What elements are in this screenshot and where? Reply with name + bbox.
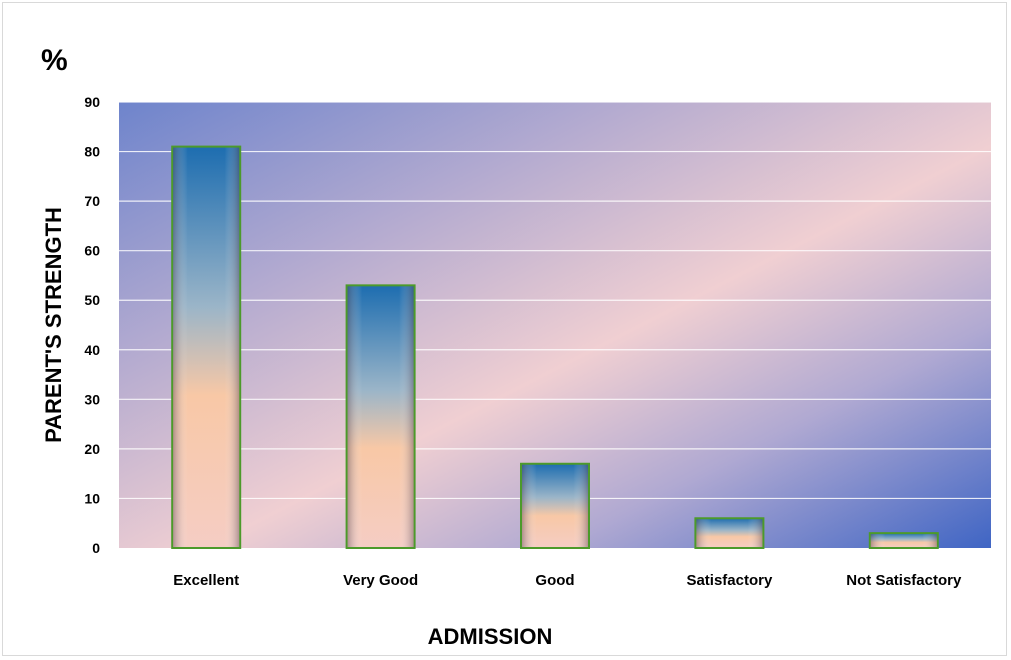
y-tick-label: 90 [84, 94, 100, 110]
x-axis-title: ADMISSION [428, 624, 553, 649]
x-tick-label: Satisfactory [686, 572, 773, 589]
y-tick-label: 80 [84, 144, 100, 160]
y-tick-label: 50 [84, 292, 100, 308]
y-tick-label: 10 [84, 490, 100, 506]
y-tick-label: 70 [84, 193, 100, 209]
bar-shade [173, 147, 240, 547]
gridlines [119, 101, 991, 500]
y-axis-ticks: 0 10 20 30 40 50 60 70 80 90 [84, 94, 100, 556]
y-tick-label: 60 [84, 243, 100, 259]
bar-shade [522, 464, 588, 547]
y-tick-label: 0 [92, 540, 100, 556]
bar-shade [696, 519, 763, 547]
x-tick-label: Not Satisfactory [846, 572, 962, 589]
unit-label: % [41, 44, 68, 77]
bar-chart: % 0 10 20 30 40 50 60 70 80 90 Excellent Very Good… [41, 44, 991, 649]
bar-shade [347, 286, 414, 547]
y-tick-label: 20 [84, 441, 100, 457]
y-axis-title: PARENT'S STRENGTH [41, 207, 66, 443]
x-tick-label: Good [535, 572, 574, 589]
x-axis-ticks: Excellent Very Good Good Satisfactory Not Sa… [173, 572, 962, 589]
y-tick-label: 30 [84, 391, 100, 407]
x-tick-label: Excellent [173, 572, 239, 589]
y-tick-label: 40 [84, 342, 100, 358]
bars [171, 145, 939, 550]
x-tick-label: Very Good [343, 572, 418, 589]
bar-shade [870, 534, 937, 547]
